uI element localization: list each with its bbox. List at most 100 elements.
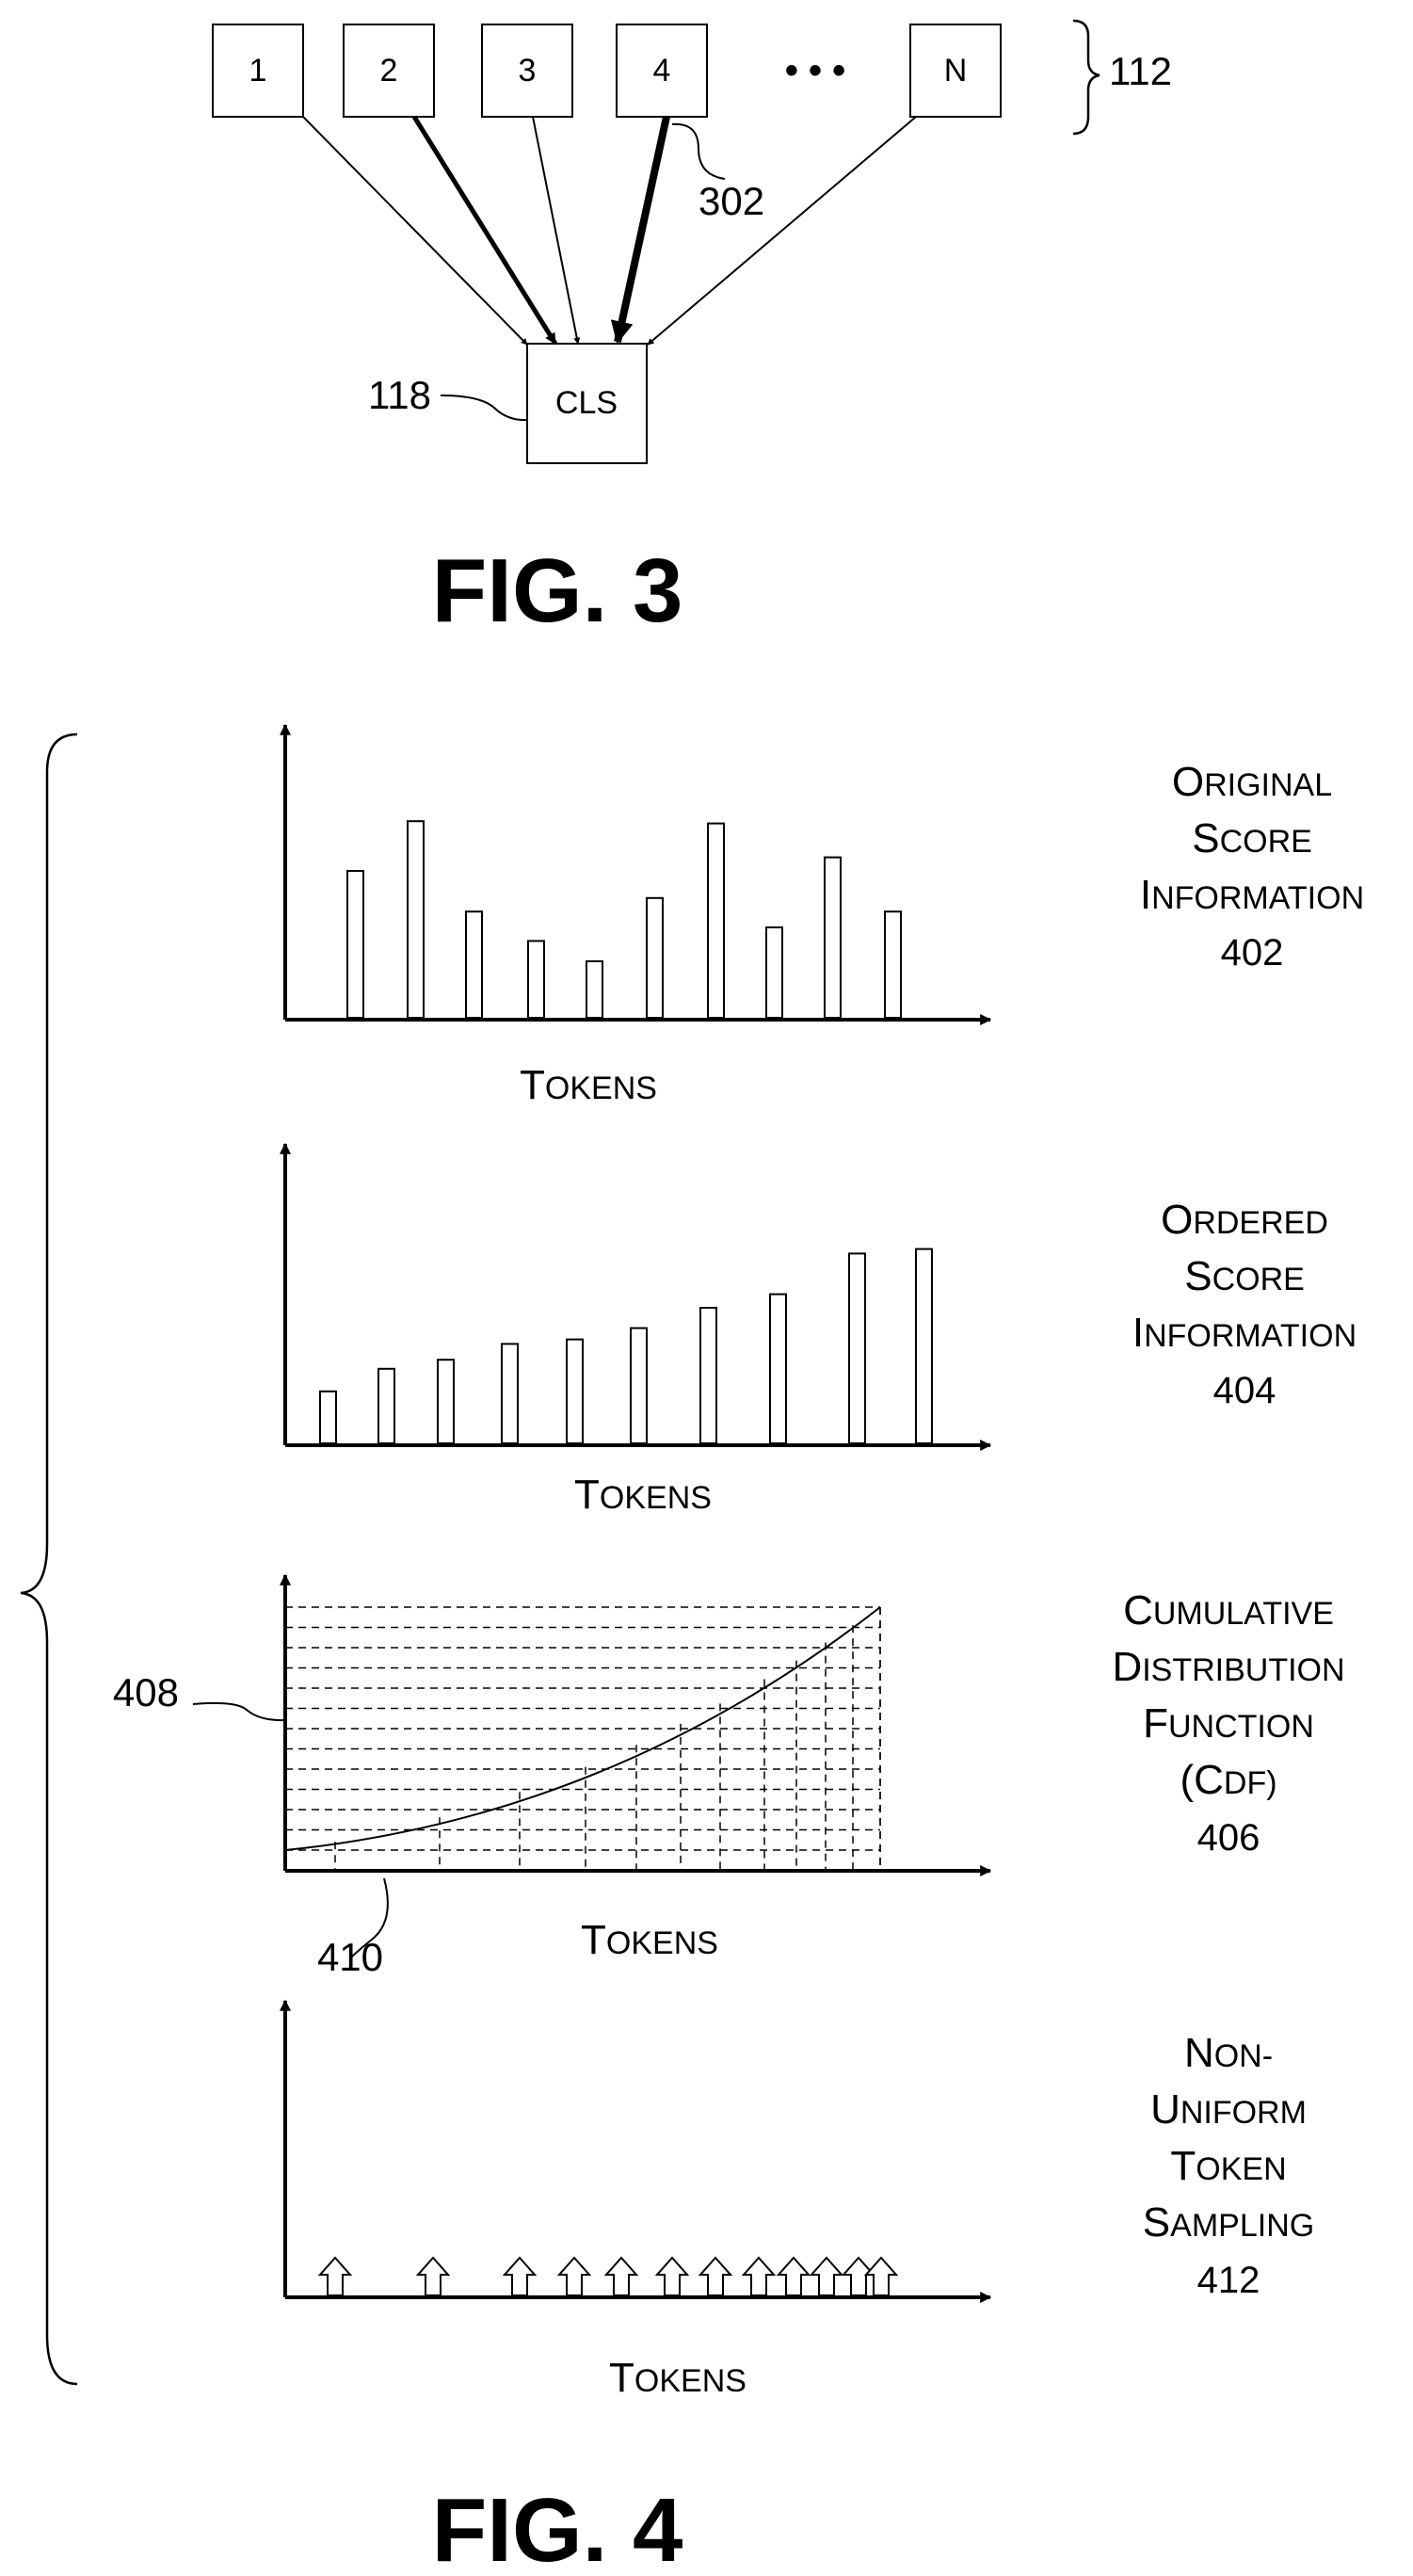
panel-ordered-score: TOKENS ORDERED SCORE INFORMATION 404: [280, 1142, 1357, 1518]
sample-arrow-4: [556, 2256, 592, 2296]
sample-arrow-5: [603, 2256, 639, 2296]
fig4: TOKENS ORIGINAL SCORE INFORMATION 402 TO…: [20, 723, 1364, 2576]
score-bar-5: [566, 1338, 584, 1444]
sample-arrow-1: [317, 2256, 353, 2296]
x-axis-label: TOKENS: [609, 2355, 747, 2401]
panel-original-score: TOKENS ORIGINAL SCORE INFORMATION 402: [280, 723, 1364, 1108]
sample-arrow-2: [415, 2256, 451, 2296]
fig3: 1 2 3 4 • • • N 112 CLS 302: [212, 19, 1172, 641]
attention-arrow-3: [532, 116, 581, 345]
token-box-4: 4: [616, 24, 708, 118]
svg-text:SAMPLING: SAMPLING: [1143, 2199, 1314, 2246]
cls-box: CLS: [526, 343, 648, 464]
score-bar-9: [848, 1252, 866, 1445]
score-bar-10: [915, 1248, 933, 1444]
svg-text:412: 412: [1197, 2260, 1260, 2301]
sample-arrow-6: [654, 2256, 690, 2296]
score-bar-6: [646, 896, 664, 1019]
score-bar-4: [501, 1343, 519, 1445]
sample-arrow-12: [863, 2256, 899, 2296]
svg-text:CLS: CLS: [555, 385, 618, 421]
ref-410: 410: [317, 1935, 383, 1979]
sample-arrow-8: [741, 2256, 777, 2296]
score-bar-3: [465, 910, 483, 1020]
svg-text:INFORMATION: INFORMATION: [1140, 872, 1364, 918]
score-bar-9: [824, 856, 842, 1019]
sample-markers: [317, 2256, 899, 2296]
brace-112: [1072, 19, 1100, 136]
score-bar-7: [707, 822, 725, 1019]
score-bar-1: [346, 870, 364, 1019]
panel-title: NON- UNIFORM TOKEN SAMPLING 412: [1143, 2030, 1314, 2301]
token-box-2: 2: [343, 24, 435, 118]
svg-text:(CDF): (CDF): [1180, 1757, 1277, 1803]
score-bar-4: [527, 940, 545, 1020]
ellipsis: • • •: [785, 50, 845, 91]
panel-sampling: TOKENS NON- UNIFORM TOKEN SAMPLING 412: [280, 1999, 1314, 2401]
svg-text:ORIGINAL: ORIGINAL: [1172, 759, 1332, 805]
svg-text:TOKEN: TOKEN: [1170, 2143, 1286, 2189]
score-bar-6: [630, 1327, 648, 1444]
ref-118: 118: [368, 373, 431, 417]
token-box-1: 1: [212, 24, 304, 118]
cdf-vertical-droplines: [334, 1607, 881, 1871]
svg-text:CUMULATIVE: CUMULATIVE: [1123, 1587, 1334, 1634]
cdf-curve: [284, 1606, 881, 1851]
token-box-n: N: [909, 24, 1002, 118]
svg-text:402: 402: [1221, 932, 1284, 974]
x-axis-label: TOKENS: [581, 1917, 718, 1963]
ref-302: 302: [698, 179, 764, 223]
x-axis-label: TOKENS: [520, 1062, 657, 1108]
score-bar-10: [884, 910, 902, 1020]
score-bar-5: [586, 960, 603, 1019]
svg-text:404: 404: [1213, 1370, 1277, 1411]
panel-cdf: TOKENS 408 410 CUMULATIVE DISTRIBUTION F…: [113, 1573, 1345, 1979]
leader-118: [440, 394, 528, 422]
attention-arrow-1: [302, 116, 528, 346]
svg-text:DISTRIBUTION: DISTRIBUTION: [1112, 1644, 1344, 1690]
svg-text:SCORE: SCORE: [1192, 815, 1312, 861]
fig4-caption: FIG. 4: [432, 2480, 683, 2576]
leader-302: [671, 122, 726, 180]
x-axis-label: TOKENS: [574, 1472, 712, 1518]
token-box-3: 3: [481, 24, 573, 118]
score-bar-7: [699, 1307, 717, 1444]
svg-text:SCORE: SCORE: [1184, 1253, 1305, 1299]
sample-arrow-3: [502, 2256, 538, 2296]
score-bar-3: [437, 1359, 455, 1444]
leader-410: [349, 1877, 389, 1959]
score-bar-8: [765, 926, 783, 1019]
svg-text:INFORMATION: INFORMATION: [1132, 1310, 1357, 1356]
svg-text:ORDERED: ORDERED: [1161, 1197, 1328, 1243]
svg-text:N: N: [944, 53, 968, 89]
score-bar-1: [319, 1390, 337, 1445]
svg-text:1: 1: [249, 53, 267, 89]
cdf-horizontal-gridlines: [285, 1606, 880, 1851]
score-bar-2: [377, 1367, 395, 1445]
panel-title: ORDERED SCORE INFORMATION 404: [1132, 1197, 1357, 1411]
svg-text:4: 4: [653, 53, 671, 89]
svg-text:FUNCTION: FUNCTION: [1143, 1700, 1314, 1747]
ref-408: 408: [113, 1670, 179, 1715]
attention-arrow-n: [647, 116, 917, 346]
ref-112: 112: [1109, 49, 1172, 93]
sample-arrow-11: [841, 2256, 876, 2296]
panel-title: ORIGINAL SCORE INFORMATION 402: [1140, 759, 1364, 974]
sample-arrow-7: [698, 2256, 733, 2296]
brace-fig4: [20, 733, 78, 2386]
svg-text:406: 406: [1197, 1817, 1260, 1859]
sample-arrow-10: [809, 2256, 844, 2296]
fig3-caption: FIG. 3: [432, 540, 683, 641]
score-bar-8: [769, 1293, 787, 1444]
panel-title: CUMULATIVE DISTRIBUTION FUNCTION (CDF) 4…: [1112, 1587, 1344, 1859]
attention-arrow-2: [411, 115, 558, 346]
svg-text:2: 2: [380, 53, 398, 89]
leader-408: [192, 1701, 286, 1722]
sample-arrow-9: [776, 2256, 811, 2296]
svg-text:3: 3: [519, 53, 537, 89]
svg-text:NON-: NON-: [1184, 2030, 1273, 2076]
score-bar-2: [407, 820, 425, 1020]
attention-arrow-4: [610, 116, 670, 345]
svg-text:UNIFORM: UNIFORM: [1150, 2086, 1307, 2133]
